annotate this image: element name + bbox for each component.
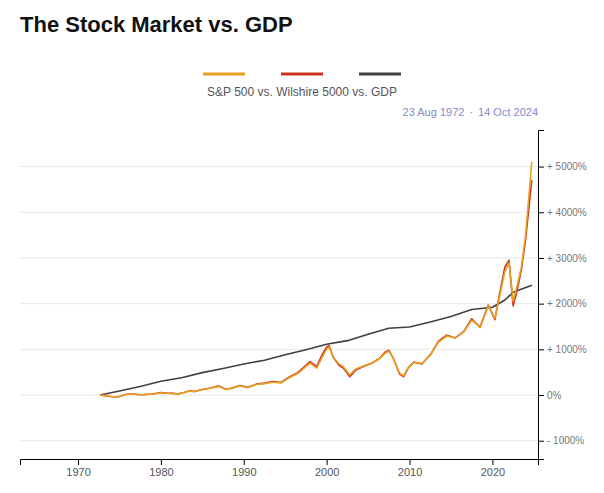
grid-line xyxy=(20,166,538,167)
x-tick: 2000 xyxy=(315,459,339,478)
y-tick-label: + 3000% xyxy=(547,253,587,264)
x-axis: 1970 1980 1990 2000 2010 2020 xyxy=(21,459,539,478)
annotation-part: 14 Oct 2024 xyxy=(478,106,538,118)
y-tick-mark xyxy=(538,441,544,442)
y-axis-line xyxy=(539,131,545,460)
x-axis-line xyxy=(21,460,539,466)
y-tick: + 1000% xyxy=(538,344,587,355)
grid-line xyxy=(20,212,538,213)
y-tick-mark xyxy=(538,304,544,305)
x-tick-label: 2000 xyxy=(315,466,339,478)
y-tick: + 4000% xyxy=(538,207,587,218)
y-axis: - 1000% 0% + 1000% + 2000% + 3000% + 4000% + 5… xyxy=(538,131,587,460)
y-tick-label: - 1000% xyxy=(547,435,584,446)
series-line xyxy=(100,180,532,397)
y-tick: + 3000% xyxy=(538,253,587,264)
y-tick-label: 0% xyxy=(547,390,562,401)
y-tick-label: + 1000% xyxy=(547,344,587,355)
y-tick: - 1000% xyxy=(538,435,584,446)
x-tick: 1970 xyxy=(66,459,90,478)
series-line xyxy=(100,162,532,397)
grid-line xyxy=(20,257,538,258)
annotation: 23 Aug 1972 · 14 Oct 2024 xyxy=(403,106,538,118)
x-tick: 1990 xyxy=(232,459,256,478)
series-line xyxy=(100,285,532,395)
subtitle: S&P 500 vs. Wilshire 5000 vs. GDP xyxy=(207,85,397,99)
x-tick: 1980 xyxy=(149,459,173,478)
grid xyxy=(20,167,538,441)
annotation-part: · xyxy=(469,106,473,118)
title: The Stock Market vs. GDP xyxy=(20,12,293,37)
chart: The Stock Market vs. GDP S&P 500 vs. Wils… xyxy=(0,0,604,493)
y-tick: + 2000% xyxy=(538,298,587,309)
y-tick-mark xyxy=(538,258,544,259)
x-tick-label: 2010 xyxy=(398,466,422,478)
y-tick-mark xyxy=(538,395,544,396)
x-tick-label: 1980 xyxy=(149,466,173,478)
grid-line xyxy=(20,440,538,441)
legend-swatch xyxy=(203,73,245,76)
grid-line xyxy=(20,395,538,396)
grid-line xyxy=(20,303,538,304)
legend-swatch xyxy=(281,73,323,76)
x-tick-mark xyxy=(492,459,493,465)
x-tick-mark xyxy=(161,459,162,465)
x-tick-mark xyxy=(327,459,328,465)
y-tick: 0% xyxy=(538,390,562,401)
lines xyxy=(100,162,532,397)
x-tick-mark xyxy=(78,459,79,465)
x-tick-mark xyxy=(244,459,245,465)
legend-swatch xyxy=(359,73,401,76)
y-tick-mark xyxy=(538,349,544,350)
x-tick-label: 1990 xyxy=(232,466,256,478)
y-tick: + 5000% xyxy=(538,161,587,172)
x-tick: 2010 xyxy=(398,459,422,478)
x-tick-label: 1970 xyxy=(66,466,90,478)
y-tick-label: + 2000% xyxy=(547,298,587,309)
grid-line xyxy=(20,349,538,350)
annotation-part: 23 Aug 1972 xyxy=(403,106,465,118)
y-tick-label: + 5000% xyxy=(547,161,587,172)
y-tick-label: + 4000% xyxy=(547,207,587,218)
x-tick-label: 2020 xyxy=(481,466,505,478)
y-tick-mark xyxy=(538,212,544,213)
y-tick-mark xyxy=(538,167,544,168)
plot: 1970 1980 1990 2000 2010 2020 - 1000% 0% + 1000%… xyxy=(20,131,587,478)
x-tick: 2020 xyxy=(481,459,505,478)
x-tick-mark xyxy=(410,459,411,465)
legend xyxy=(203,74,401,75)
